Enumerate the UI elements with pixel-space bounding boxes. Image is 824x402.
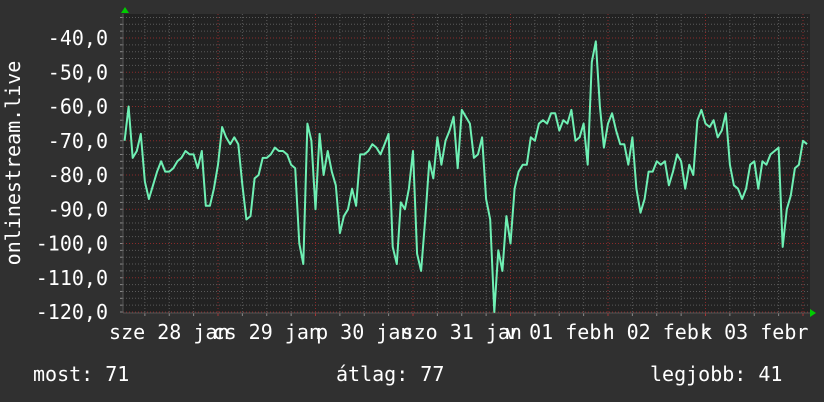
x-axis-arrow-icon [810,309,816,317]
y-tick-label: -70,0 [48,129,108,153]
legend-current: most: 71 [33,362,130,386]
legend-average: átlag: 77 [336,362,445,386]
y-tick-label: -120,0 [36,300,108,324]
y-axis: -40,0 -50,0 -60,0 -70,0 -80,0 -90,0 -100,0 -110… [36,26,108,324]
series-line [123,40,808,313]
y-tick-label: -80,0 [48,163,108,187]
x-tick-label: v 01 febr [505,320,613,344]
y-tick-label: -50,0 [48,60,108,84]
y-tick-label: -110,0 [36,266,108,290]
x-tick-label: h 02 febr [603,320,711,344]
grid [120,14,810,316]
x-tick-label: k 03 febr [700,320,808,344]
y-tick-label: -100,0 [36,232,108,256]
y-tick-label: -60,0 [48,95,108,119]
x-tick-label: cs 29 jan [213,320,321,344]
y-tick-label: -40,0 [48,26,108,50]
x-tick-label: szo 31 jan [402,320,522,344]
data-points [124,41,808,313]
y-tick-label: -90,0 [48,197,108,221]
plot-area [123,14,810,313]
y-axis-arrow-icon [121,7,129,13]
legend-max: legjobb: 41 [650,362,783,386]
x-tick-label: sze 28 jan [109,320,229,344]
x-tick-label: p 30 jan [316,320,412,344]
y-axis-title: onlinestream.live [1,61,25,266]
